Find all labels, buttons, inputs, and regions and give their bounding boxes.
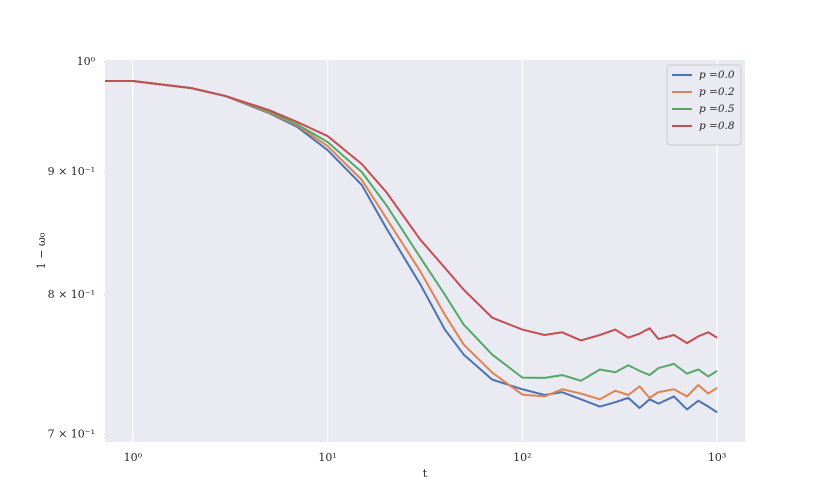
y-axis-label: 1 − ω₀ <box>35 232 48 269</box>
y-tick-label: 7 × 10⁻¹ <box>48 428 95 441</box>
line <box>105 80 718 414</box>
line <box>105 80 718 345</box>
line <box>105 80 718 382</box>
y-tick-label: 10⁰ <box>77 55 96 68</box>
legend-label: p =0.2 <box>699 86 735 98</box>
x-tick-label: 10¹ <box>318 451 336 464</box>
legend-label: p =0.5 <box>699 103 735 115</box>
y-tick-label: 9 × 10⁻¹ <box>48 165 95 178</box>
x-tick-label: 10² <box>513 451 531 464</box>
plot-area <box>105 60 745 442</box>
x-tick-label: 10⁰ <box>124 451 143 464</box>
legend: p =0.0 p =0.2 p =0.5 p =0.8 <box>666 64 742 146</box>
legend-label: p =0.8 <box>699 120 735 132</box>
legend-label: p =0.0 <box>699 69 735 81</box>
x-axis-label: t <box>423 467 428 480</box>
y-tick-label: 8 × 10⁻¹ <box>48 288 95 301</box>
x-tick-label: 10³ <box>708 451 726 464</box>
